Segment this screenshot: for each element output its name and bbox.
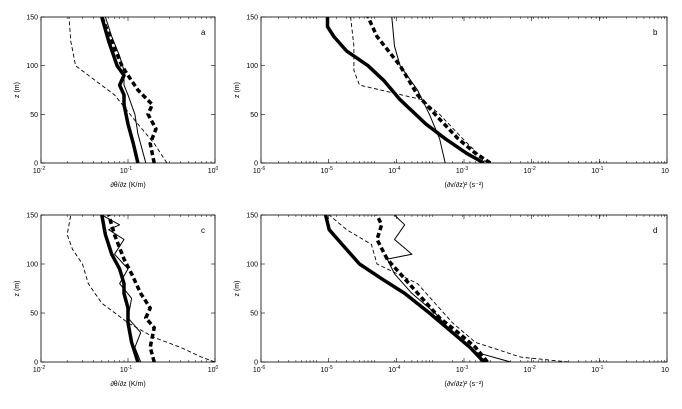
- x-tick-label: 10: [661, 367, 669, 374]
- y-tick-label: 0: [34, 161, 38, 168]
- series-thick-dashed: [366, 17, 492, 163]
- series-thin-dashed: [66, 215, 215, 362]
- x-tick-label: 10-4: [388, 166, 400, 175]
- x-tick-label: 100: [208, 166, 219, 175]
- x-tick-label: 10-2: [524, 166, 536, 175]
- series-thin-dashed: [68, 17, 168, 163]
- series-thick-dashed: [107, 215, 156, 362]
- panel-label: b: [653, 28, 658, 37]
- panel-c: 10-2 10-1 100 0 50 100 150 ∂θ/∂z (K/m) z (m) c: [14, 213, 219, 389]
- panel-a: 10-2 10-1 100 0 50 100 150 ∂θ/∂z (K/m) z (m) a: [14, 15, 219, 190]
- plot-frame: [40, 16, 216, 164]
- plot-frame: [260, 16, 668, 164]
- plot-frame: [260, 214, 668, 363]
- plot-frame: [40, 214, 216, 363]
- y-axis-label: z (m): [14, 82, 21, 98]
- y-tick-label: 0: [34, 360, 38, 367]
- y-tick-label: 50: [250, 112, 258, 119]
- series-thin-dashed: [328, 215, 569, 362]
- x-tick-label: 10-6: [253, 166, 265, 175]
- panel-d: 10-6 10-5 10-4 10-3 10-2 10-1 10050100150(∂v/∂…: [234, 213, 669, 389]
- series-thin-solid: [391, 17, 446, 163]
- y-axis-label: z (m): [14, 281, 21, 297]
- y-tick-label: 150: [26, 15, 38, 22]
- y-tick-label: 150: [246, 213, 258, 220]
- x-tick-label: 10-3: [456, 365, 468, 374]
- x-tick-label: 10-1: [591, 365, 603, 374]
- x-axis-label: (∂v/∂z)² (s⁻²): [445, 381, 484, 388]
- y-tick-label: 100: [246, 262, 258, 269]
- x-tick-label: 10-6: [253, 365, 265, 374]
- series-thin-dashed: [350, 17, 488, 163]
- y-axis-label: z (m): [234, 281, 241, 297]
- series-thick-dashed: [375, 215, 489, 362]
- series-thin-solid: [101, 215, 142, 362]
- x-tick-label: 10-5: [321, 166, 333, 175]
- panel-label: d: [653, 226, 657, 235]
- x-axis-label: ∂θ/∂z (K/m): [110, 182, 145, 189]
- series-thick-solid: [323, 215, 486, 362]
- x-tick-label: 10-1: [120, 166, 132, 175]
- y-tick-label: 100: [26, 262, 38, 269]
- y-tick-label: 100: [26, 63, 38, 70]
- y-tick-label: 100: [246, 63, 258, 70]
- panel-label: c: [201, 226, 205, 235]
- y-tick-label: 0: [254, 161, 258, 168]
- y-tick-label: 50: [30, 112, 38, 119]
- y-axis-label: z (m): [234, 82, 241, 98]
- panel-b: 10-6 10-5 10-4 10-3 10-2 10-1 10050100150(∂v/∂…: [234, 15, 669, 190]
- y-tick-label: 50: [250, 311, 258, 318]
- series-thick-dashed: [100, 17, 158, 163]
- x-tick-label: 10-1: [591, 166, 603, 175]
- x-tick-label: 10-5: [321, 365, 333, 374]
- x-tick-label: 10-3: [456, 166, 468, 175]
- x-tick-label: 100: [208, 365, 219, 374]
- series-thin-solid: [104, 17, 147, 163]
- x-axis-label: (∂v/∂z)² (s⁻²): [445, 182, 484, 189]
- panel-label: a: [201, 28, 206, 37]
- y-tick-label: 0: [254, 360, 258, 367]
- y-tick-label: 50: [30, 311, 38, 318]
- x-tick-label: 10-4: [388, 365, 400, 374]
- x-tick-label: 10-2: [33, 166, 45, 175]
- series-thin-solid: [386, 215, 511, 362]
- x-tick-label: 10-2: [33, 365, 45, 374]
- y-tick-label: 150: [246, 15, 258, 22]
- series-thick-solid: [325, 17, 485, 163]
- x-tick-label: 10-2: [524, 365, 536, 374]
- x-tick-label: 10: [661, 168, 669, 175]
- x-axis-label: ∂θ/∂z (K/m): [110, 381, 145, 388]
- y-tick-label: 150: [26, 213, 38, 220]
- series-thick-solid: [100, 17, 140, 163]
- x-tick-label: 10-1: [120, 365, 132, 374]
